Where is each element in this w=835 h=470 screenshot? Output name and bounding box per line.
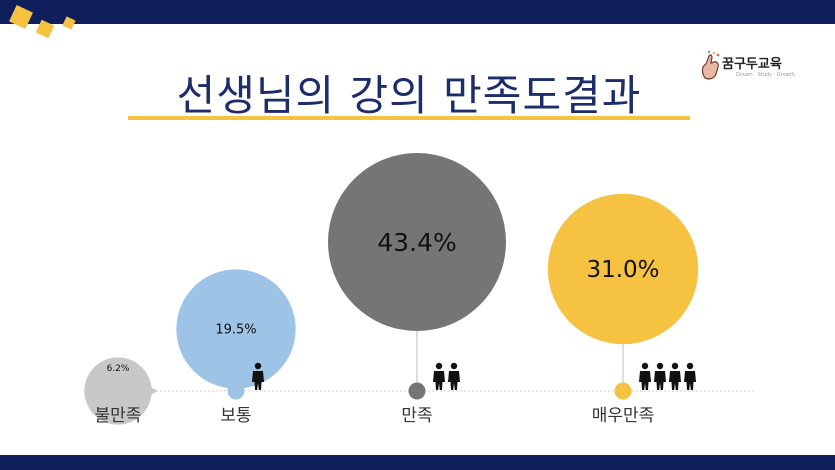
person-icon (639, 362, 651, 390)
logo: 꿈구두교육 Dream · Study · Growth (700, 46, 800, 86)
marker-dot (614, 382, 632, 400)
bubble-매우만족 (547, 193, 699, 345)
category-label: 만족 (401, 406, 432, 426)
bubble-보통 (176, 269, 296, 389)
value-label: 31.0% (586, 257, 659, 283)
category-label: 매우만족 (592, 406, 655, 426)
title-underline (128, 116, 690, 120)
category-label: 보통 (220, 406, 251, 426)
person-icon (252, 362, 264, 390)
person-icon (448, 362, 460, 390)
category-label: 불만족 (95, 406, 142, 426)
person-icon (433, 362, 445, 390)
value-label: 43.4% (377, 228, 456, 257)
logo-text: 꿈구두교육 (722, 57, 782, 72)
bubble-불만족 (84, 357, 152, 425)
marker-dot (227, 382, 245, 400)
page-title: 선생님의 강의 만족도결과 (176, 71, 642, 120)
value-label: 6.2% (107, 364, 130, 374)
bottom-bar (0, 455, 835, 470)
bubble-만족 (328, 153, 506, 331)
logo-tagline: Dream · Study · Growth (736, 72, 795, 78)
person-icon (669, 362, 681, 390)
person-icon (654, 362, 666, 390)
hand-heart-icon (701, 50, 720, 80)
top-bar (0, 0, 835, 24)
pointer-arrow (150, 387, 158, 395)
marker-dot (408, 382, 426, 400)
person-icon (684, 362, 696, 390)
value-label: 19.5% (215, 323, 256, 338)
